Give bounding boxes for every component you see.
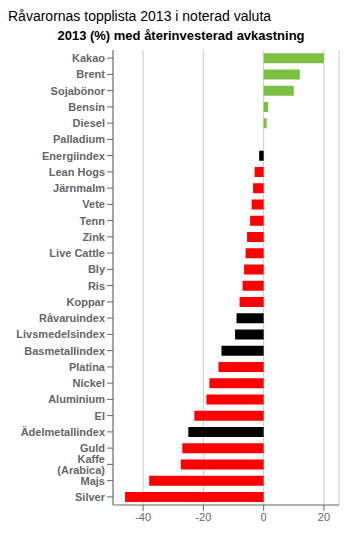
svg-text:Diesel: Diesel bbox=[73, 117, 105, 129]
html-text:Råvarornas topplista 2013 i no: Råvarornas topplista 2013 i noterad valu… bbox=[8, 8, 272, 24]
svg-text:Bly: Bly bbox=[88, 263, 106, 275]
svg-text:Guld: Guld bbox=[79, 442, 105, 454]
svg-text:Koppar: Koppar bbox=[67, 296, 106, 308]
svg-text:Platina: Platina bbox=[69, 361, 106, 373]
svg-text:-20: -20 bbox=[195, 511, 211, 523]
svg-text:Live Cattle: Live Cattle bbox=[49, 247, 105, 259]
svg-text:-40: -40 bbox=[135, 511, 151, 523]
svg-text:0: 0 bbox=[261, 511, 267, 523]
svg-text:Basmetallindex: Basmetallindex bbox=[24, 345, 106, 357]
svg-text:Silver: Silver bbox=[75, 491, 106, 503]
svg-text:Palladium: Palladium bbox=[53, 133, 105, 145]
svg-text:Nickel: Nickel bbox=[73, 377, 105, 389]
svg-text:Järnmalm: Järnmalm bbox=[53, 182, 105, 194]
svg-text:Råvaruindex: Råvaruindex bbox=[39, 312, 106, 324]
svg-text:El: El bbox=[95, 410, 105, 422]
svg-text:Energiindex: Energiindex bbox=[42, 150, 106, 162]
svg-text:Lean Hogs: Lean Hogs bbox=[49, 166, 105, 178]
svg-text:Tenn: Tenn bbox=[80, 215, 106, 227]
svg-text:Livsmedelsindex: Livsmedelsindex bbox=[16, 328, 106, 340]
svg-text:Bensin: Bensin bbox=[68, 101, 105, 113]
svg-text:Zink: Zink bbox=[82, 231, 105, 243]
svg-text:Ädelmetallindex: Ädelmetallindex bbox=[21, 426, 106, 438]
svg-text:Majs: Majs bbox=[81, 475, 105, 487]
svg-text:Ris: Ris bbox=[88, 280, 105, 292]
svg-text:Vete: Vete bbox=[82, 198, 105, 210]
svg-text:Sojabönor: Sojabönor bbox=[51, 85, 106, 97]
svg-text:Aluminium: Aluminium bbox=[48, 393, 105, 405]
html-text:2013 (%) med återinvesterad av: 2013 (%) med återinvesterad avkastning bbox=[57, 28, 305, 43]
svg-text:Brent: Brent bbox=[76, 68, 105, 80]
svg-text:Kakao: Kakao bbox=[72, 52, 105, 64]
svg-text:Kaffe(Arabica): Kaffe(Arabica) bbox=[57, 453, 105, 476]
svg-text:20: 20 bbox=[318, 511, 330, 523]
